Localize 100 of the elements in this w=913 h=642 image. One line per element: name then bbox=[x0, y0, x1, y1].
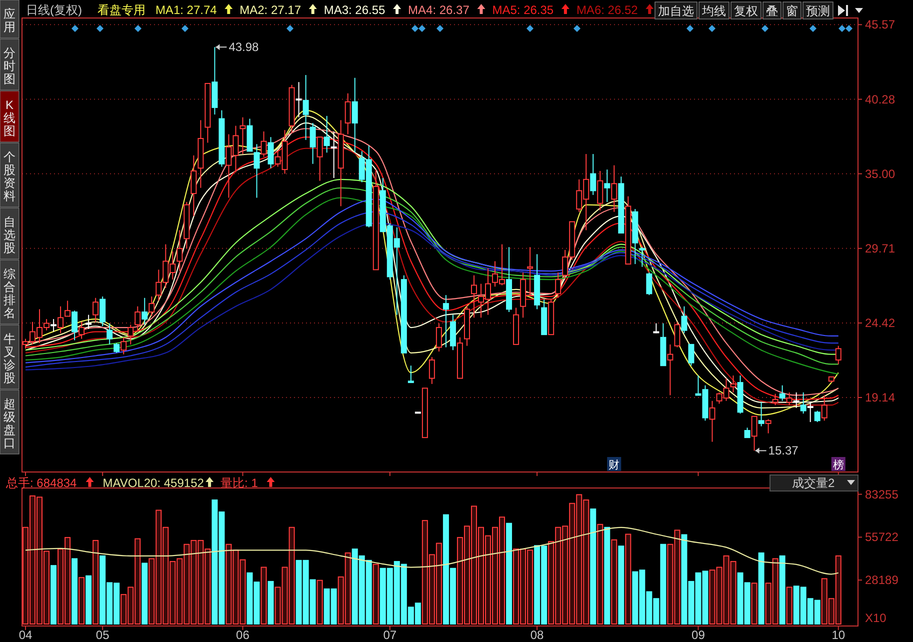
bar bbox=[260, 566, 267, 624]
annotation: 15.37 bbox=[768, 444, 799, 458]
candlestick bbox=[442, 294, 449, 348]
candlestick bbox=[330, 130, 337, 178]
x-tick-label: 05 bbox=[96, 628, 110, 642]
bar bbox=[92, 540, 99, 624]
chart-title: 日线(复权) bbox=[26, 3, 82, 17]
y-tick-label: 19.14 bbox=[865, 390, 896, 404]
y-tick-label: 24.42 bbox=[865, 316, 896, 330]
line-series bbox=[24, 526, 839, 575]
candlestick bbox=[674, 321, 680, 348]
text: 窗 bbox=[786, 4, 798, 18]
candlestick bbox=[527, 246, 534, 296]
legend-label: MA4: 26.37 bbox=[408, 3, 470, 17]
y-tick-label: 55722 bbox=[865, 530, 899, 544]
bar bbox=[758, 552, 764, 624]
bar bbox=[268, 580, 274, 624]
text: 应用 bbox=[4, 7, 16, 34]
candlestick bbox=[64, 300, 71, 317]
candlestick bbox=[296, 82, 302, 118]
x-tick-label: 09 bbox=[692, 628, 706, 642]
y-tick-label: 45.57 bbox=[865, 18, 896, 32]
x-tick-label: 04 bbox=[18, 628, 32, 642]
text: 预测 bbox=[806, 4, 830, 18]
y-tick-label: 28189 bbox=[865, 573, 899, 588]
bar bbox=[611, 539, 618, 624]
bar bbox=[78, 577, 85, 624]
text: 自选股 bbox=[4, 215, 16, 255]
x-tick-label: 08 bbox=[530, 628, 544, 642]
annotation: 成交量2 bbox=[792, 476, 835, 490]
x-tick-label: 06 bbox=[236, 628, 250, 642]
candlestick bbox=[268, 136, 274, 169]
candlestick bbox=[316, 136, 323, 182]
candlestick bbox=[597, 170, 604, 211]
candlestick bbox=[302, 74, 309, 140]
text: 均线 bbox=[701, 4, 726, 18]
candlestick bbox=[106, 322, 113, 345]
candlestick bbox=[807, 402, 814, 423]
candlestick bbox=[190, 154, 197, 217]
bar bbox=[590, 508, 596, 624]
candlestick bbox=[324, 115, 330, 154]
candlestick bbox=[800, 392, 806, 414]
candlestick bbox=[50, 318, 57, 332]
candlestick bbox=[254, 144, 260, 198]
candlestick bbox=[72, 310, 78, 341]
text: 个股资料 bbox=[4, 150, 16, 203]
candlestick bbox=[58, 306, 64, 334]
candlestick bbox=[134, 306, 141, 332]
legend-label: MA1: 27.74 bbox=[155, 3, 218, 17]
text: 综合排名 bbox=[4, 267, 16, 320]
candlestick bbox=[667, 344, 674, 396]
candlestick bbox=[344, 92, 351, 135]
annotation: 43.98 bbox=[228, 40, 260, 54]
candlestick bbox=[436, 322, 442, 352]
y-tick-label: 29.71 bbox=[865, 241, 896, 256]
bar bbox=[625, 534, 632, 624]
candlestick bbox=[428, 356, 435, 384]
candlestick bbox=[310, 122, 316, 164]
text: 分时图 bbox=[4, 46, 16, 86]
legend-label: MA3: 26.55 bbox=[324, 3, 386, 17]
candlestick bbox=[408, 365, 414, 384]
candlestick bbox=[114, 342, 120, 354]
candlestick bbox=[814, 410, 820, 423]
candlestick bbox=[176, 230, 183, 272]
bar bbox=[372, 564, 379, 624]
text: 牛叉诊股 bbox=[4, 332, 16, 385]
candlestick bbox=[240, 116, 246, 155]
annotation: 总手: 684834 bbox=[5, 476, 78, 490]
candlestick bbox=[730, 374, 736, 393]
text: MAVOL20: 459152 bbox=[102, 476, 204, 490]
candlestick bbox=[681, 306, 688, 334]
candlestick bbox=[646, 272, 652, 296]
text: 加自选 bbox=[658, 4, 694, 18]
candlestick bbox=[450, 314, 456, 351]
candlestick bbox=[639, 246, 646, 268]
candlestick bbox=[142, 297, 148, 326]
x-tick-label: 10 bbox=[832, 628, 846, 642]
candlestick bbox=[470, 274, 477, 318]
bar bbox=[86, 575, 92, 624]
bar bbox=[316, 580, 323, 624]
candlestick bbox=[793, 392, 800, 408]
text: K线图 bbox=[4, 98, 16, 138]
legend-label: MA2: 27.17 bbox=[240, 3, 302, 17]
y-tick-label: 40.28 bbox=[865, 92, 896, 106]
legend-label: MA6: 26.52 bbox=[576, 3, 638, 17]
candlestick bbox=[78, 321, 85, 340]
x-tick-label: 07 bbox=[383, 628, 397, 642]
y-tick-label: 83255 bbox=[865, 487, 899, 502]
candlestick bbox=[120, 336, 127, 355]
legend-label: MA5: 26.35 bbox=[492, 3, 554, 17]
annotation: 量比: 1 bbox=[220, 476, 258, 490]
candlestick bbox=[555, 272, 562, 298]
candlestick bbox=[751, 416, 758, 452]
bar bbox=[786, 586, 792, 624]
candlestick bbox=[260, 130, 267, 158]
candlestick bbox=[100, 296, 106, 327]
bar bbox=[751, 582, 758, 624]
candlestick bbox=[744, 427, 750, 438]
candlestick bbox=[352, 77, 358, 154]
bar bbox=[597, 524, 604, 624]
